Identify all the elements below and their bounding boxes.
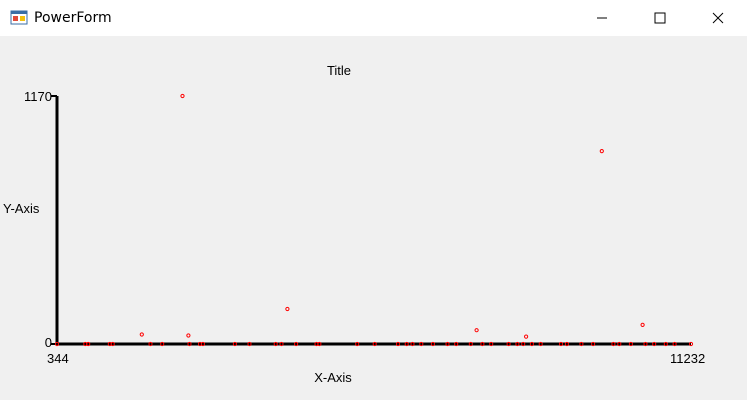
data-point-20 <box>317 341 322 347</box>
data-point-8 <box>180 93 185 99</box>
maximize-icon <box>654 12 666 24</box>
data-point-35 <box>515 341 520 347</box>
data-point-10 <box>187 341 192 347</box>
data-point-40 <box>558 341 564 347</box>
data-point-16 <box>279 341 284 347</box>
data-point-21 <box>355 341 360 347</box>
data-point-31 <box>474 328 479 333</box>
x-axis-label: X-Axis <box>314 370 352 385</box>
minimize-button[interactable] <box>579 0 625 36</box>
data-point-45 <box>611 341 616 347</box>
app-form-icon <box>10 10 28 25</box>
data-point-26 <box>419 341 424 347</box>
data-point-43 <box>591 341 596 347</box>
minimize-icon <box>597 17 607 19</box>
close-button[interactable] <box>695 0 741 36</box>
title-bar: PowerForm <box>0 0 747 36</box>
data-point-5 <box>139 332 144 337</box>
data-point-22 <box>372 341 377 347</box>
data-point-18 <box>294 341 299 347</box>
close-icon <box>712 12 724 24</box>
chart-title: Title <box>326 63 352 78</box>
data-point-32 <box>480 341 485 347</box>
data-point-23 <box>395 341 401 347</box>
data-point-25 <box>410 341 415 347</box>
y-tick-label-min: 0 <box>44 335 52 350</box>
x-tick-label-max: 11232 <box>670 351 706 366</box>
data-point-38 <box>529 341 535 347</box>
y-axis-label: Y-Axis <box>3 201 40 216</box>
data-point-24 <box>404 341 409 347</box>
data-point-44 <box>599 149 604 154</box>
data-point-51 <box>663 341 668 347</box>
data-point-42 <box>579 341 584 347</box>
data-point-49 <box>643 341 648 347</box>
data-point-47 <box>628 341 634 347</box>
data-point-12 <box>200 341 205 347</box>
data-point-2 <box>86 341 91 347</box>
data-point-0 <box>54 341 60 347</box>
data-point-27 <box>430 341 435 347</box>
data-point-14 <box>247 341 252 347</box>
data-point-46 <box>617 341 622 347</box>
maximize-button[interactable] <box>637 0 683 36</box>
data-point-37 <box>524 334 529 339</box>
y-tick-label-max: 1170 <box>24 89 52 104</box>
data-point-33 <box>489 341 494 347</box>
data-point-52 <box>672 341 677 347</box>
data-point-15 <box>273 341 278 347</box>
data-point-53 <box>688 341 694 347</box>
data-point-28 <box>445 341 450 347</box>
data-point-30 <box>468 341 473 347</box>
data-point-7 <box>160 341 165 347</box>
data-point-9 <box>186 333 191 338</box>
data-point-39 <box>538 341 543 347</box>
data-point-36 <box>521 341 526 347</box>
axes <box>51 95 691 346</box>
data-point-29 <box>454 341 459 347</box>
data-point-17 <box>285 306 290 312</box>
window-title: PowerForm <box>34 10 112 26</box>
x-tick-label-min: 344 <box>47 351 69 366</box>
data-point-41 <box>564 341 570 347</box>
data-point-48 <box>640 322 645 327</box>
data-point-13 <box>232 341 237 347</box>
chart-area <box>0 36 747 400</box>
data-point-6 <box>148 341 153 347</box>
data-point-4 <box>110 341 115 347</box>
data-points <box>54 93 694 347</box>
data-point-34 <box>506 341 511 347</box>
data-point-50 <box>652 341 657 347</box>
